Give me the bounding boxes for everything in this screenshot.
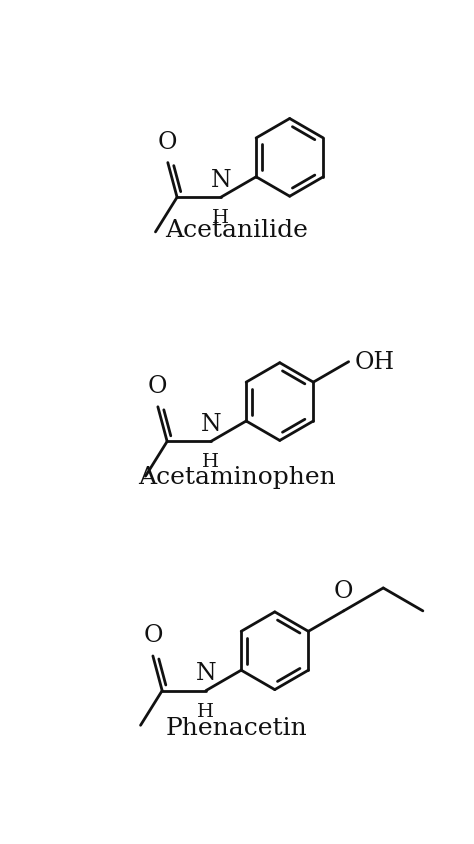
Text: O: O — [158, 131, 178, 154]
Text: OH: OH — [355, 351, 394, 374]
Text: O: O — [148, 375, 168, 398]
Text: N: N — [201, 413, 221, 436]
Text: H: H — [212, 209, 229, 227]
Text: H: H — [202, 453, 219, 471]
Text: N: N — [210, 169, 231, 192]
Text: O: O — [143, 623, 163, 647]
Text: N: N — [196, 662, 216, 684]
Text: Phenacetin: Phenacetin — [166, 717, 308, 739]
Text: O: O — [334, 579, 354, 602]
Text: Acetanilide: Acetanilide — [165, 219, 309, 242]
Text: Acetaminophen: Acetaminophen — [138, 465, 336, 488]
Text: H: H — [197, 701, 214, 720]
